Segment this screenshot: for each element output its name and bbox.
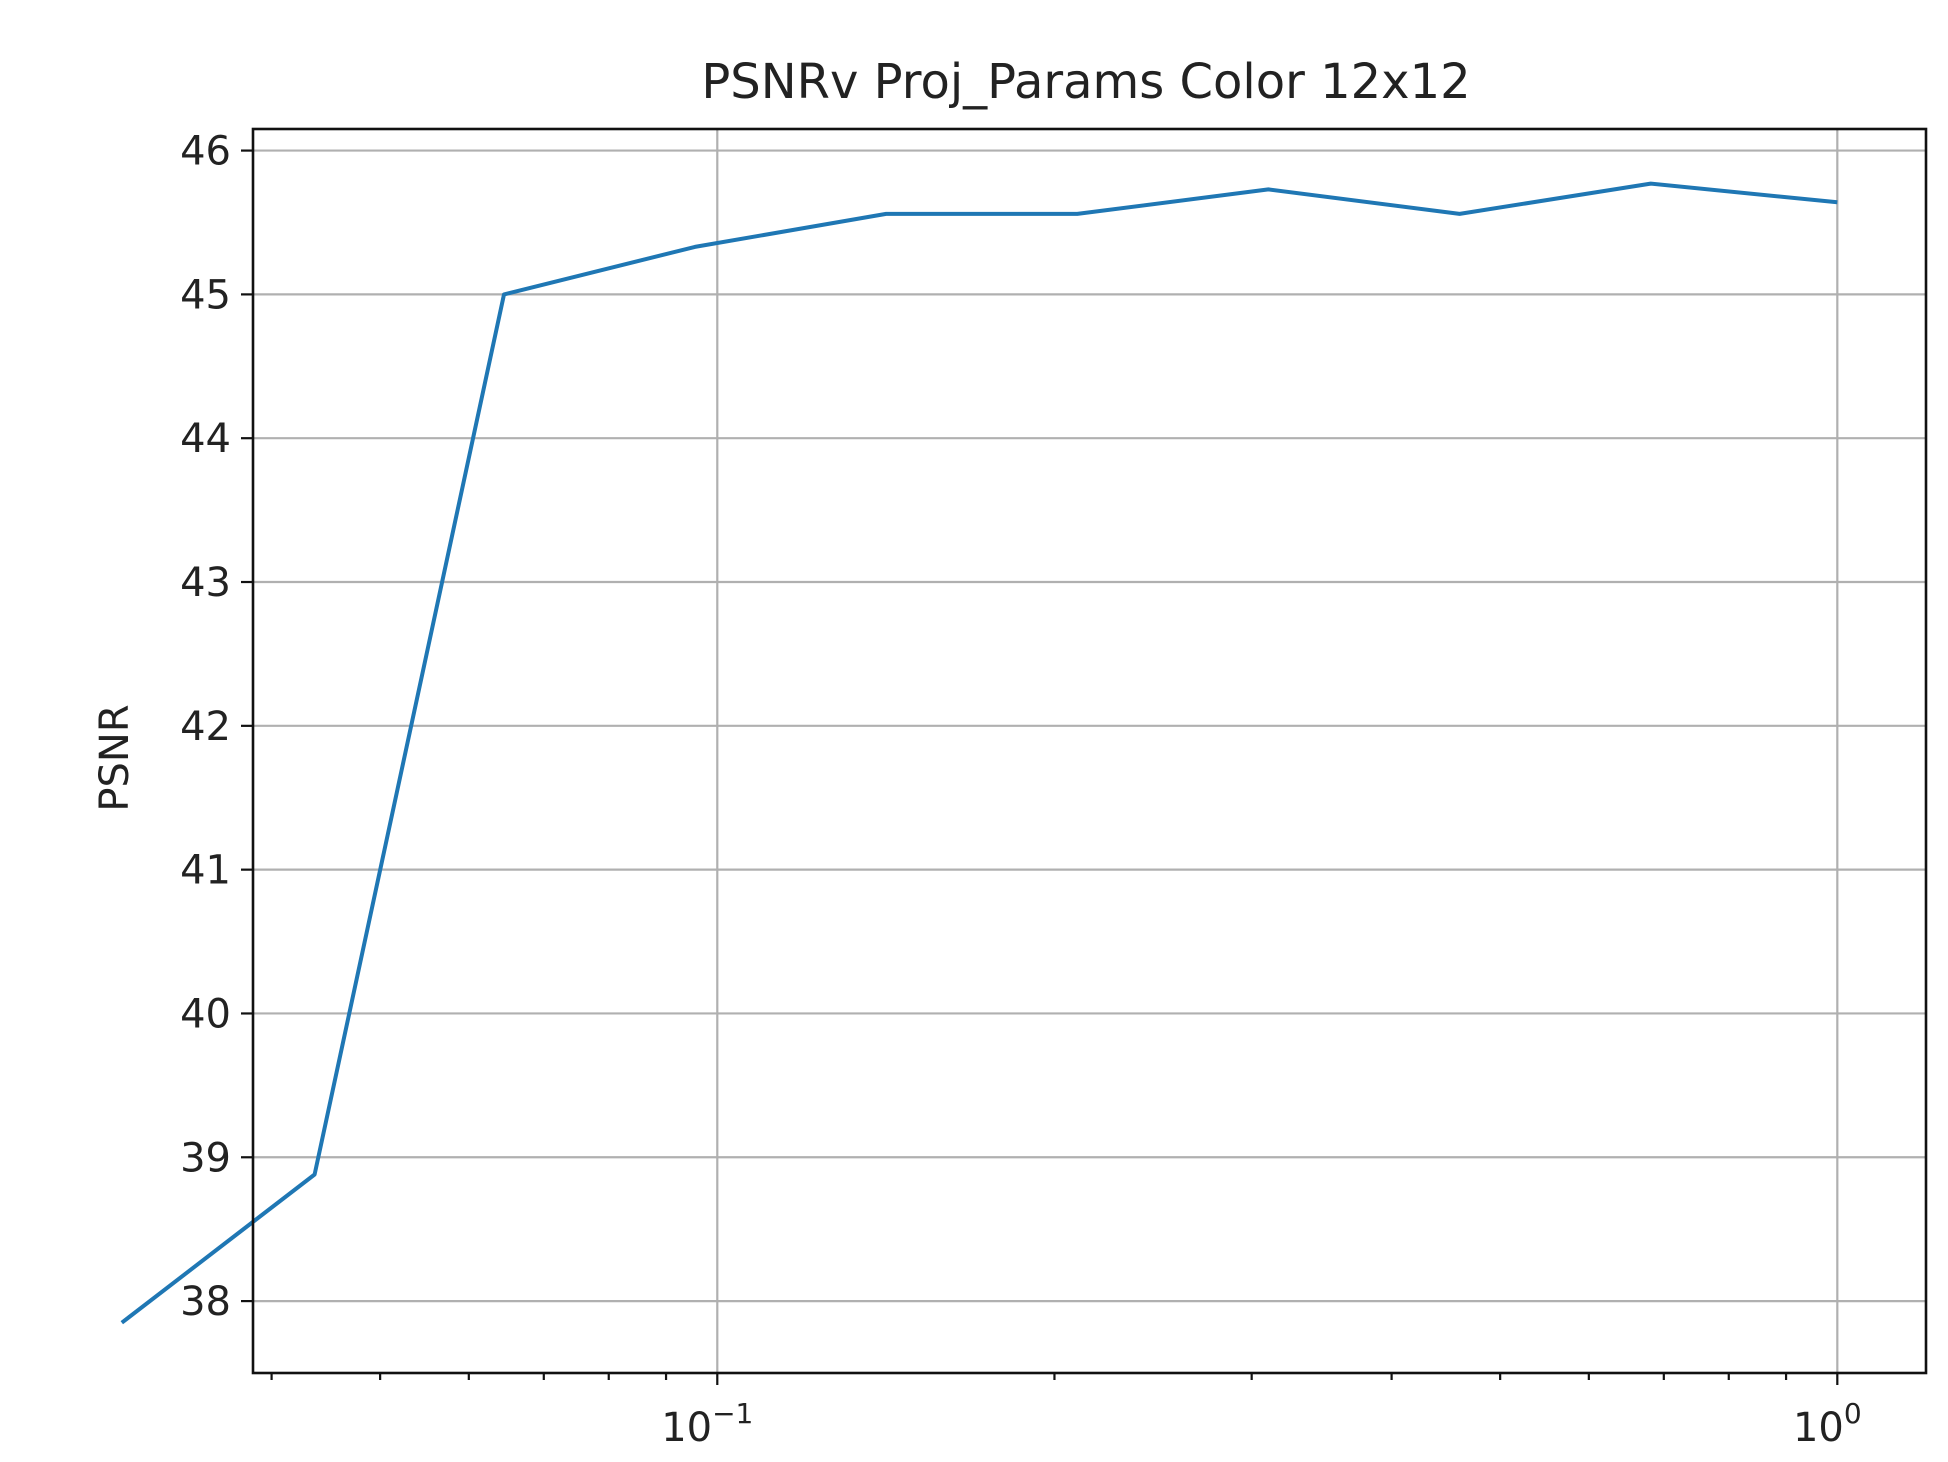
plot-frame [251,127,1928,1375]
y-tick-label-44: 44 [180,416,231,462]
y-axis-label: PSNR [92,704,138,811]
y-tick-label-38: 38 [180,1279,231,1325]
y-tick-label-42: 42 [180,704,231,750]
y-tick-label-41: 41 [180,848,231,894]
y-tick-label-43: 43 [180,560,231,606]
y-tick-label-46: 46 [180,129,231,175]
y-tick-label-39: 39 [180,1135,231,1181]
ticks: 38 39 40 41 42 43 44 45 46 10−1 100 [180,129,1862,1451]
x-tick-label-0: 10−1 [661,1397,753,1451]
series-layer [120,181,1838,1325]
grid-lines [253,129,1926,1373]
x-tick-label-1: 100 [1793,1397,1862,1451]
y-tick-label-40: 40 [180,991,231,1037]
series-line-0 [120,181,1838,1325]
chart-title: PSNRv Proj_Params Color 12x12 [701,54,1470,110]
y-tick-label-45: 45 [180,272,231,318]
